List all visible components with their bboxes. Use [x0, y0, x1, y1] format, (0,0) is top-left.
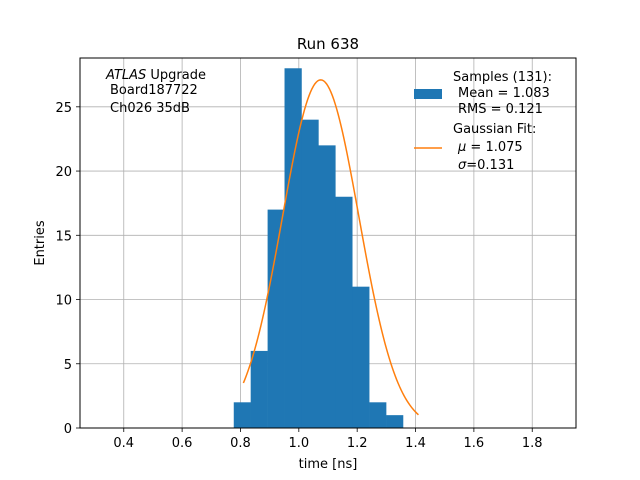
legend-fit-mu: μ = 1.075 — [457, 140, 523, 155]
gaussian-fit-curve — [242, 79, 419, 416]
annotation-line-1: ATLAS Upgrade — [105, 68, 206, 83]
legend-samples-rms: RMS = 0.121 — [458, 102, 543, 117]
legend-fit-sigma-symbol: σ — [458, 158, 467, 173]
histogram-bar — [335, 196, 353, 428]
histogram-bar — [267, 209, 285, 428]
histogram-bar — [301, 119, 319, 429]
y-tick-label: 5 — [64, 358, 72, 373]
legend-fit-sigma-value: =0.131 — [466, 158, 514, 173]
legend-samples-title: Samples (131): — [453, 70, 552, 85]
plot-frame — [79, 57, 577, 429]
x-axis-label: time [ns] — [299, 457, 358, 472]
chart-title: Run 638 — [297, 35, 359, 53]
histogram-bar — [318, 145, 336, 428]
x-tick-label: 1.0 — [288, 436, 309, 451]
x-tick-label: 0.4 — [113, 436, 134, 451]
y-tick-label: 15 — [55, 229, 72, 244]
x-tick-label: 1.2 — [347, 436, 368, 451]
histogram-bar — [233, 402, 251, 428]
legend-samples-mean: Mean = 1.083 — [458, 86, 550, 101]
y-tick-label: 25 — [55, 101, 72, 116]
legend-fit-sigma: σ=0.131 — [458, 158, 514, 173]
histogram-bar — [369, 402, 387, 428]
annotation-experiment-suffix: Upgrade — [146, 68, 206, 83]
legend: Samples (131): Mean = 1.083 RMS = 0.121 … — [414, 70, 552, 173]
x-tick-label: 1.6 — [464, 436, 485, 451]
y-axis-label: Entries — [33, 220, 48, 266]
histogram-bar — [352, 286, 370, 428]
histogram-bars — [233, 68, 404, 429]
y-tick-label: 20 — [55, 165, 72, 180]
x-tick-label: 1.4 — [405, 436, 426, 451]
annotation-box: ATLAS Upgrade Board187722 Ch026 35dB — [105, 68, 206, 116]
legend-fit-mu-symbol: μ — [457, 140, 466, 155]
annotation-experiment: ATLAS — [105, 68, 146, 83]
legend-fit-mu-value: = 1.075 — [466, 140, 522, 155]
annotation-line-2: Board187722 — [110, 83, 198, 98]
y-tick-label: 0 — [64, 422, 72, 437]
x-ticks: 0.4 0.6 0.8 1.0 1.2 1.4 1.6 1.8 — [113, 428, 543, 451]
histogram-bar — [250, 350, 268, 428]
legend-swatch-samples — [414, 89, 442, 99]
y-ticks: 0 5 10 15 20 25 — [55, 101, 80, 437]
histogram-bar — [386, 415, 404, 428]
y-tick-label: 10 — [55, 294, 72, 309]
histogram-bar — [284, 68, 302, 429]
annotation-line-3: Ch026 35dB — [110, 101, 190, 116]
legend-fit-title: Gaussian Fit: — [453, 122, 536, 137]
x-tick-label: 1.8 — [522, 436, 543, 451]
x-tick-label: 0.8 — [230, 436, 251, 451]
x-tick-label: 0.6 — [172, 436, 193, 451]
